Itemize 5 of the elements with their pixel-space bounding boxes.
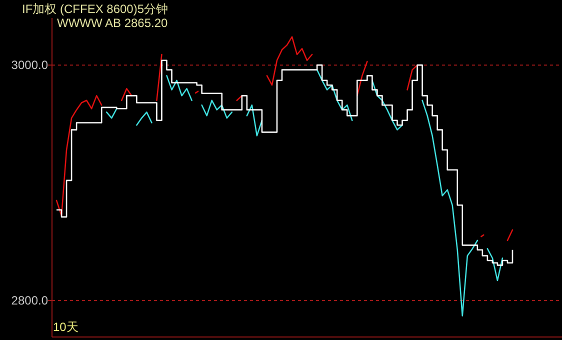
annotation: WWWW AB 2865.20: [57, 16, 168, 30]
y-tick-label: 3000.0: [11, 58, 48, 72]
y-tick-label: 2800.0: [11, 294, 48, 308]
chart-title: IF加权 (CFFEX 8600)5分钟: [22, 2, 168, 16]
annotation: 10天: [53, 320, 78, 334]
